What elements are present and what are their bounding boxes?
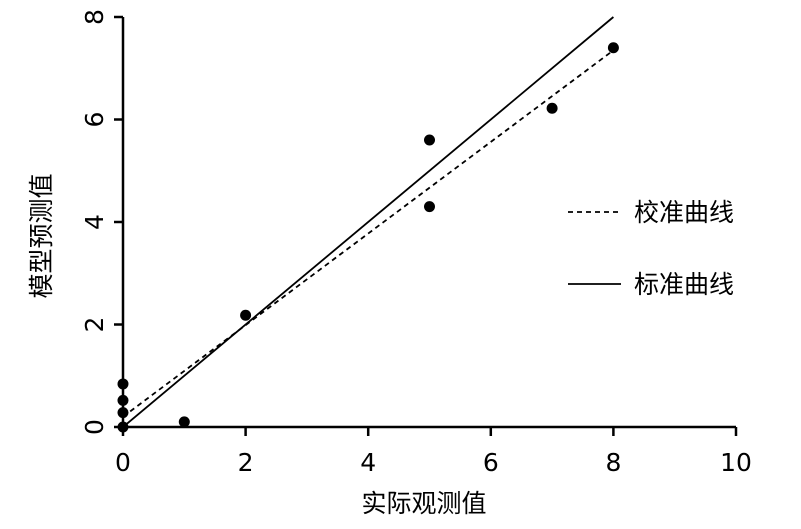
data-point [117,378,129,390]
y-tick-label: 8 [80,9,109,25]
data-point [117,407,129,419]
y-tick-label: 0 [80,419,109,435]
x-tick-label: 4 [360,448,376,477]
data-point [607,42,619,54]
x-tick-label: 0 [115,448,131,477]
data-point [117,394,129,406]
x-axis-title: 实际观测值 [361,489,486,518]
legend-label: 标准曲线 [634,270,734,299]
y-axis-title: 模型预测值 [27,173,56,298]
standard-curve-line [122,16,614,428]
x-tick-label: 10 [720,448,752,477]
data-point [546,102,558,114]
y-tick-label: 2 [80,317,109,333]
calibration-curve-line [122,49,614,418]
data-point [424,201,435,213]
y-tick-label: 4 [80,214,109,230]
data-point [117,421,129,433]
fit-lines [122,16,614,428]
data-points [117,42,619,433]
data-point [178,416,190,428]
x-tick-label: 8 [605,448,621,477]
legend-label: 校准曲线 [634,198,734,227]
data-point [424,134,435,146]
data-point [240,309,252,321]
x-tick-label: 6 [483,448,499,477]
axes: 0 2 4 6 8 10 0 2 4 6 8 [80,9,752,477]
x-tick-label: 2 [238,448,254,477]
y-tick-label: 6 [80,112,109,128]
